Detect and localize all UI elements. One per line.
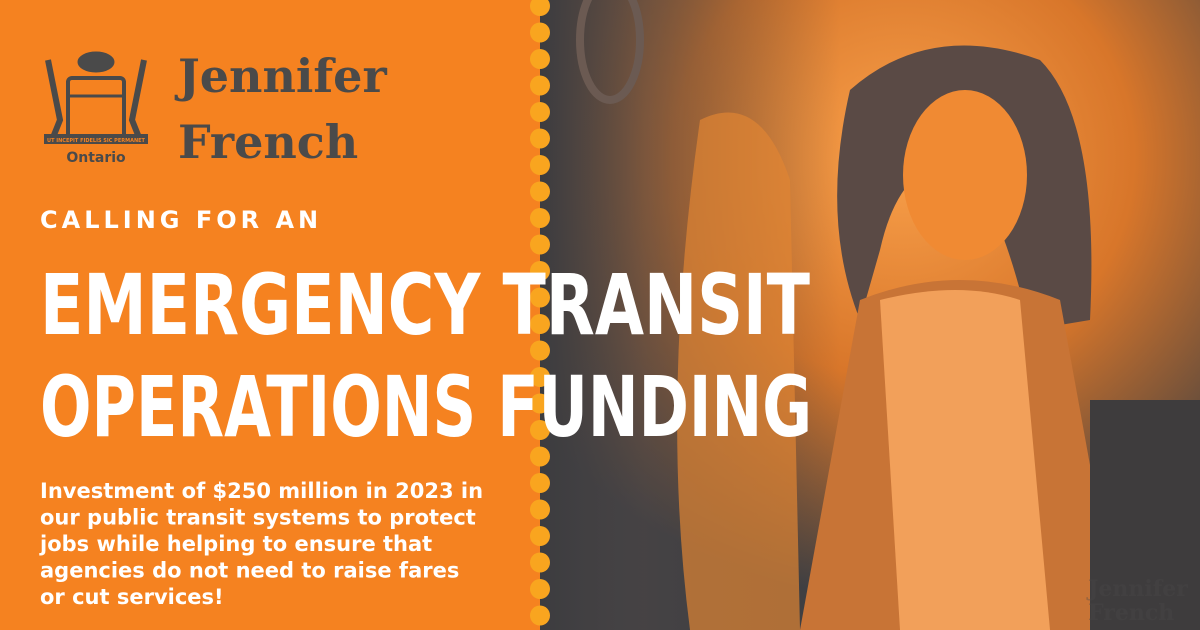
dot	[530, 75, 550, 96]
dot	[530, 473, 550, 493]
watermark-text: Jennifer	[1086, 576, 1188, 602]
dot	[530, 234, 550, 255]
dot	[530, 579, 550, 599]
dot	[530, 367, 550, 387]
dot	[530, 420, 550, 440]
dot	[530, 0, 550, 16]
logo-name: Jennifer	[174, 49, 387, 103]
dot	[530, 102, 550, 122]
body-line: or cut services!	[40, 585, 224, 609]
crest: UT INCEPIT FIDELIS SIC PERMANET Ontario	[44, 51, 148, 166]
dot	[530, 526, 550, 546]
dot	[530, 499, 550, 520]
watermark: Jennifer French	[1086, 576, 1188, 626]
dot	[530, 128, 550, 149]
dot	[530, 552, 550, 573]
dot	[530, 340, 550, 361]
headline: EMERGENCY TRANSIT	[40, 256, 810, 354]
dot	[530, 22, 550, 43]
body-line: our public transit systems to protect	[40, 506, 476, 530]
kicker: CALLING FOR AN	[40, 206, 322, 234]
dot	[530, 181, 550, 202]
body-line: jobs while helping to ensure that	[39, 532, 432, 556]
dot	[530, 393, 550, 414]
dot	[530, 261, 550, 281]
headline: OPERATIONS FUNDING	[40, 358, 812, 456]
dotted-edge	[530, 0, 550, 626]
dot	[530, 287, 550, 308]
dot	[530, 208, 550, 228]
logo-name: French	[178, 115, 358, 169]
dot	[530, 314, 550, 334]
dot	[530, 49, 550, 69]
dot	[530, 446, 550, 467]
motto: UT INCEPIT FIDELIS SIC PERMANET	[47, 138, 145, 144]
body-line: Investment of $250 million in 2023 in	[40, 479, 483, 503]
panel	[0, 0, 540, 630]
body-line: agencies do not need to raise fares	[40, 559, 459, 583]
dot	[530, 605, 550, 626]
photo	[540, 0, 1200, 630]
watermark-text: French	[1088, 600, 1174, 626]
province: Ontario	[66, 150, 126, 166]
dot	[530, 155, 550, 175]
body-text: Investment of $250 million in 2023 in our…	[39, 479, 483, 609]
